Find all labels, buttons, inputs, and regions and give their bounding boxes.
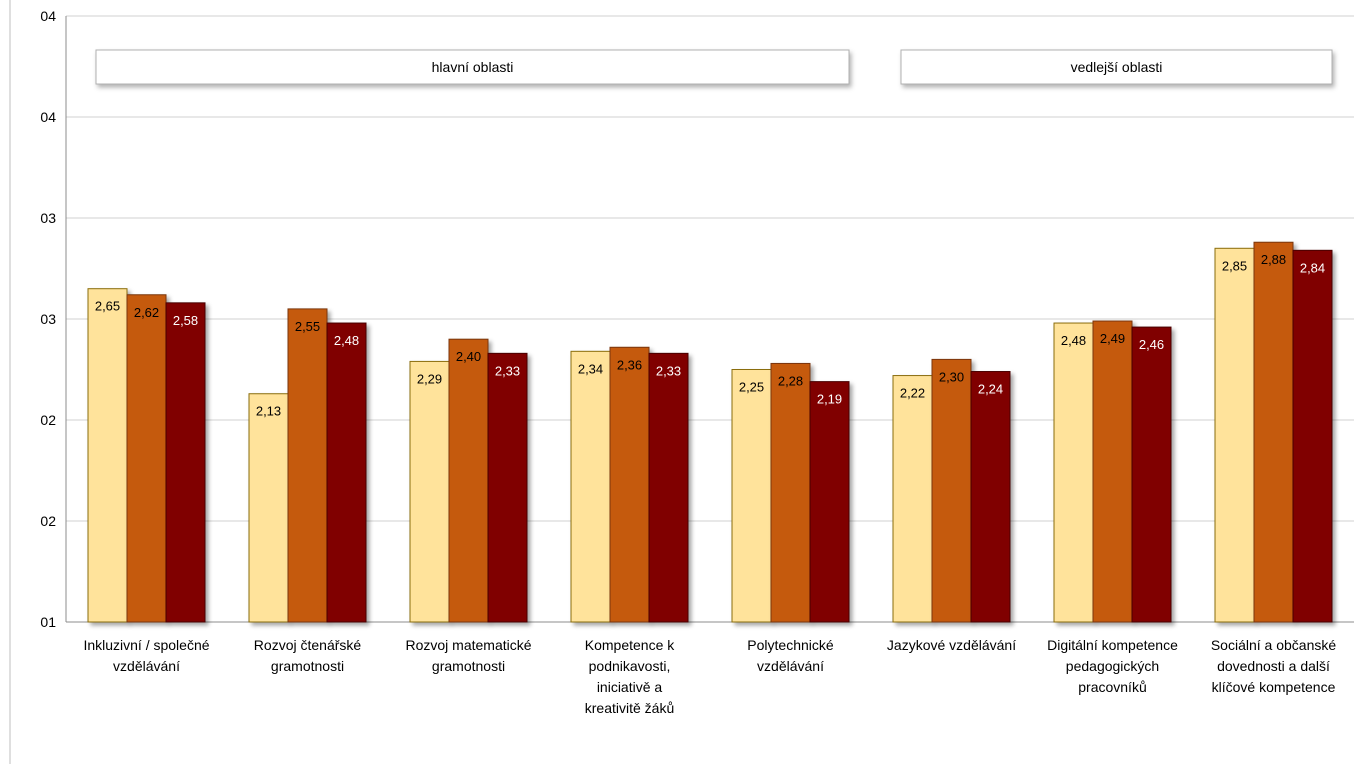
bar bbox=[570, 350, 611, 623]
bar bbox=[165, 302, 206, 623]
x-tick-label: Inkluzivní / společné vzdělávání bbox=[83, 637, 209, 674]
bar bbox=[1253, 241, 1294, 623]
bar-value-label: 2,34 bbox=[578, 361, 603, 376]
bar bbox=[1292, 249, 1333, 623]
bar-value-label: 2,19 bbox=[817, 392, 842, 407]
x-tick-label: Digitální kompetence pedagogických pracovn… bbox=[1047, 637, 1178, 695]
bar-value-label: 2,22 bbox=[900, 386, 925, 401]
bar-value-label: 2,40 bbox=[456, 349, 481, 364]
bar-value-label: 2,65 bbox=[95, 299, 120, 314]
bar-value-label: 2,49 bbox=[1100, 331, 1125, 346]
y-tick-label: 01 bbox=[40, 614, 56, 630]
x-axis-labels: Inkluzivní / společné vzdělávání Rozvoj čt… bbox=[83, 637, 1336, 716]
bar bbox=[409, 360, 450, 623]
bar bbox=[731, 369, 772, 623]
group-label: vedlejší oblasti bbox=[1071, 59, 1163, 75]
group-labels: hlavní oblasti vedlejší oblasti bbox=[95, 49, 1333, 85]
bar-value-label: 2,88 bbox=[1261, 252, 1286, 267]
y-tick-label: 03 bbox=[40, 210, 56, 226]
y-tick-label: 02 bbox=[40, 412, 56, 428]
bars: 2,65 2,62 2,58 2,13 2,55 2,48 2,29 2,40 2,33 2,34… bbox=[87, 241, 1333, 623]
bar bbox=[1131, 326, 1172, 623]
bar-value-label: 2,28 bbox=[778, 373, 803, 388]
bar-value-label: 2,58 bbox=[173, 313, 198, 328]
bar bbox=[970, 371, 1011, 623]
bar-value-label: 2,62 bbox=[134, 305, 159, 320]
bar-value-label: 2,46 bbox=[1139, 337, 1164, 352]
bar bbox=[326, 322, 367, 623]
bar bbox=[448, 338, 489, 623]
bar bbox=[126, 294, 167, 623]
bar-value-label: 2,30 bbox=[939, 369, 964, 384]
x-tick-label: Polytechnické vzdělávání bbox=[747, 637, 834, 674]
bar bbox=[287, 308, 328, 623]
x-tick-label: Sociální a občanské dovednosti a další klí… bbox=[1211, 637, 1337, 695]
bar bbox=[487, 352, 528, 623]
y-tick-label: 03 bbox=[40, 311, 56, 327]
bar bbox=[1214, 247, 1255, 623]
group-label-box bbox=[95, 49, 850, 85]
bar-value-label: 2,36 bbox=[617, 357, 642, 372]
bar-value-label: 2,24 bbox=[978, 382, 1003, 397]
bar bbox=[1092, 320, 1133, 623]
bar bbox=[1053, 322, 1094, 623]
bar-value-label: 2,84 bbox=[1300, 260, 1325, 275]
y-tick-label: 02 bbox=[40, 513, 56, 529]
bar bbox=[770, 362, 811, 623]
bar bbox=[648, 352, 689, 623]
group-label: hlavní oblasti bbox=[432, 59, 514, 75]
x-tick-label: Rozvoj matematické gramotnosti bbox=[405, 637, 531, 674]
x-tick-label: Rozvoj čtenářské gramotnosti bbox=[254, 637, 362, 674]
bar-value-label: 2,33 bbox=[495, 363, 520, 378]
y-axis: 01 02 02 03 03 04 04 bbox=[40, 8, 67, 630]
bar-value-label: 2,48 bbox=[1061, 333, 1086, 348]
bar bbox=[809, 381, 850, 623]
y-tick-label: 04 bbox=[40, 109, 56, 125]
bar bbox=[248, 393, 289, 623]
x-tick-label: Jazykové vzdělávání bbox=[887, 637, 1016, 653]
bar bbox=[892, 375, 933, 623]
bar bbox=[87, 288, 128, 623]
bar-value-label: 2,13 bbox=[256, 404, 281, 419]
bar-value-label: 2,85 bbox=[1222, 258, 1247, 273]
group-label-box bbox=[900, 49, 1333, 85]
bar-value-label: 2,29 bbox=[417, 371, 442, 386]
bar bbox=[609, 346, 650, 623]
bar-value-label: 2,25 bbox=[739, 380, 764, 395]
bar-value-label: 2,48 bbox=[334, 333, 359, 348]
x-tick-label: Kompetence k podnikavosti, iniciativě a kre… bbox=[585, 637, 675, 716]
bar bbox=[931, 358, 972, 623]
bar-value-label: 2,33 bbox=[656, 363, 681, 378]
y-tick-label: 04 bbox=[40, 8, 56, 24]
bar-value-label: 2,55 bbox=[295, 319, 320, 334]
